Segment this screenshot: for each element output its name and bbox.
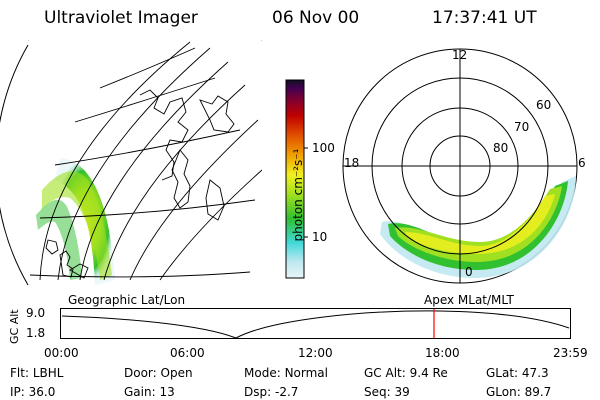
status-flt: Flt: LBHL	[10, 366, 64, 380]
status-glon: GLon: 89.7	[486, 385, 552, 399]
colorbar-unit-label: photon cm⁻²s⁻¹	[291, 148, 305, 242]
timeline-ytick-low: 1.8	[26, 326, 46, 340]
timeline-xtick: 00:00	[44, 346, 79, 360]
lat-label-80: 80	[493, 141, 509, 155]
timeline-axis-label: GC Alt	[8, 309, 21, 344]
altitude-timeline	[60, 308, 571, 339]
timeline-xtick: 06:00	[170, 346, 205, 360]
geographic-map	[0, 40, 262, 286]
timeline-xtick: 18:00	[425, 346, 460, 360]
status-door: Door: Open	[124, 366, 193, 380]
time-label: 17:37:41 UT	[432, 8, 537, 28]
colorbar-tick-10: 10	[312, 230, 328, 244]
status-dsp: Dsp: -2.7	[244, 385, 299, 399]
timeline-ytick-high: 9.0	[26, 306, 46, 320]
status-glat: GLat: 47.3	[486, 366, 549, 380]
instrument-title: Ultraviolet Imager	[44, 8, 198, 28]
status-gc-alt: GC Alt: 9.4 Re	[364, 366, 448, 380]
timeline-xtick: 12:00	[298, 346, 333, 360]
status-ip: IP: 36.0	[10, 385, 56, 399]
colorbar-tick-100: 100	[312, 141, 335, 155]
mlt-label-12: 12	[452, 48, 468, 62]
status-seq: Seq: 39	[364, 385, 410, 399]
mlt-label-18: 18	[344, 156, 360, 170]
lat-label-70: 70	[514, 120, 530, 134]
colorbar	[285, 79, 308, 279]
mlt-label-0: 0	[465, 265, 473, 279]
apex-label: Apex MLat/MLT	[424, 293, 514, 307]
status-mode: Mode: Normal	[244, 366, 328, 380]
lat-label-60: 60	[536, 98, 552, 112]
status-gain: Gain: 13	[124, 385, 175, 399]
date-label: 06 Nov 00	[272, 8, 360, 28]
mlt-label-6: 6	[578, 156, 586, 170]
timeline-xtick: 23:59	[553, 346, 588, 360]
geographic-label: Geographic Lat/Lon	[68, 293, 186, 307]
polar-plot	[342, 48, 578, 284]
